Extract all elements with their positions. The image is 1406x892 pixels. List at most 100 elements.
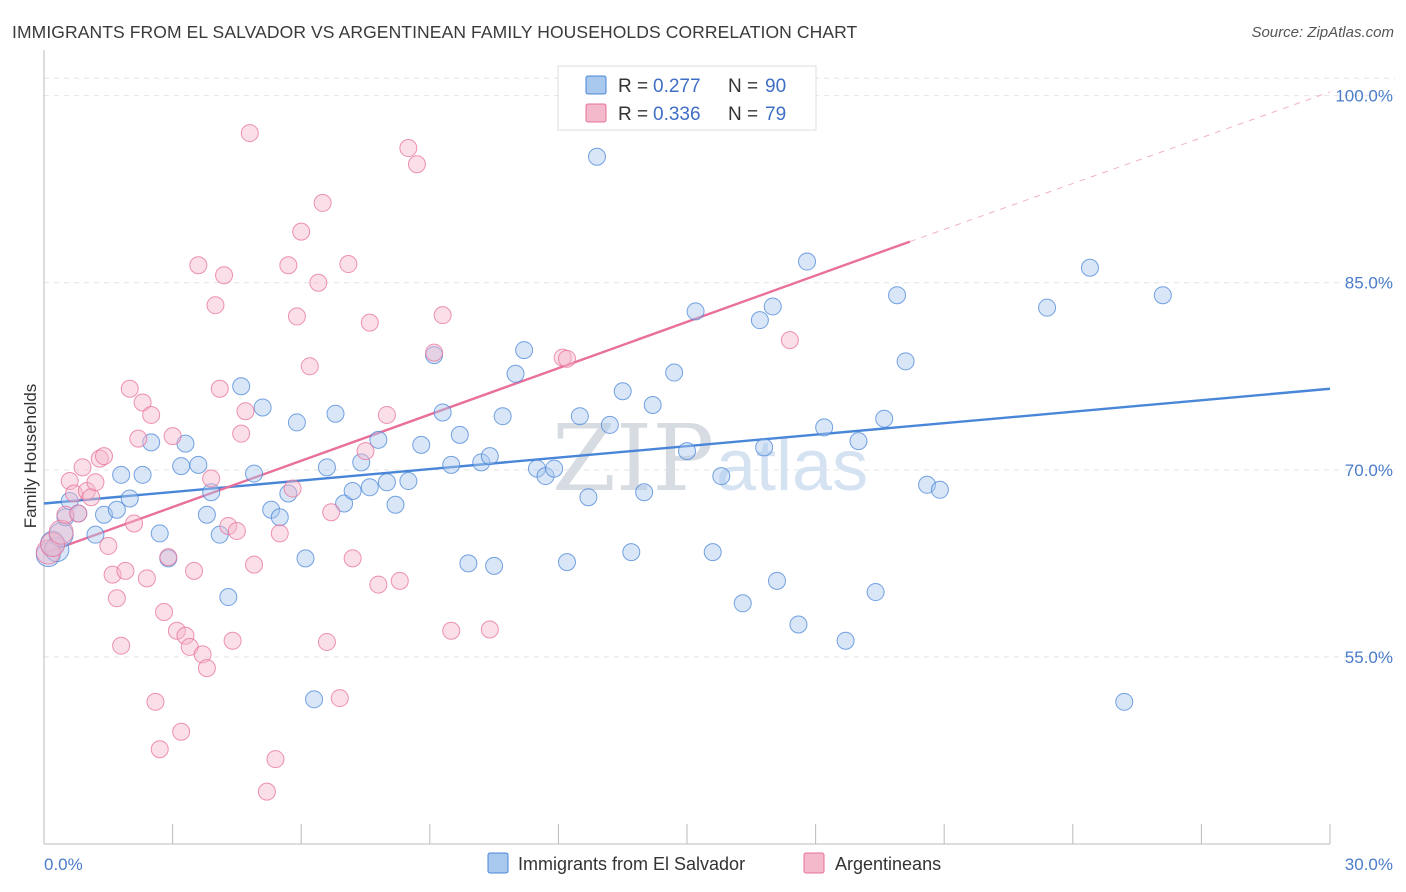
y-tick-label: 100.0% — [1335, 87, 1393, 106]
point-el-salvador — [189, 455, 208, 474]
point-el-salvador — [480, 447, 499, 466]
point-argentinean — [257, 782, 276, 801]
point-argentinean — [193, 645, 212, 664]
point-argentinean — [377, 405, 396, 424]
y-axis-label: Family Households — [21, 384, 40, 529]
point-argentinean — [292, 222, 311, 241]
point-argentinean — [150, 740, 169, 759]
point-el-salvador — [849, 432, 868, 451]
point-argentinean — [99, 536, 118, 555]
point-el-salvador — [219, 588, 238, 607]
point-el-salvador — [386, 495, 405, 514]
point-el-salvador — [1153, 286, 1172, 305]
point-el-salvador — [107, 500, 126, 519]
point-argentinean — [56, 505, 75, 524]
point-argentinean — [266, 750, 285, 769]
point-el-salvador — [755, 438, 774, 457]
bottom-legend-label-pink: Argentineans — [835, 854, 941, 874]
point-el-salvador — [485, 556, 504, 575]
x-tick-labels: 0.0% 30.0% — [44, 855, 1393, 874]
trend-lines — [43, 91, 1331, 555]
point-argentinean — [270, 524, 289, 543]
trend-line-extension-1 — [909, 91, 1331, 243]
point-el-salvador — [326, 404, 345, 423]
point-argentinean — [223, 631, 242, 650]
x-tick-label-min: 0.0% — [44, 855, 83, 874]
point-el-salvador — [197, 505, 216, 524]
point-argentinean — [369, 575, 388, 594]
point-el-salvador — [622, 543, 641, 562]
point-el-salvador — [377, 473, 396, 492]
point-argentinean — [407, 155, 426, 174]
point-el-salvador — [352, 453, 371, 472]
point-el-salvador — [369, 430, 388, 449]
point-el-salvador — [798, 252, 817, 271]
point-el-salvador — [450, 425, 469, 444]
point-el-salvador — [150, 524, 169, 543]
point-argentinean — [240, 124, 259, 143]
point-el-salvador — [587, 147, 606, 166]
point-el-salvador — [712, 467, 731, 486]
point-el-salvador — [750, 311, 769, 330]
point-argentinean — [356, 442, 375, 461]
trend-line-1 — [43, 240, 911, 555]
point-argentinean — [129, 429, 148, 448]
point-el-salvador — [399, 472, 418, 491]
point-el-salvador — [232, 377, 251, 396]
point-argentinean — [185, 561, 204, 580]
point-argentinean — [313, 193, 332, 212]
point-el-salvador — [412, 435, 431, 454]
point-el-salvador — [686, 302, 705, 321]
point-argentinean — [137, 569, 156, 588]
point-el-salvador — [733, 594, 752, 613]
point-el-salvador — [545, 459, 564, 478]
point-el-salvador — [665, 363, 684, 382]
legend-swatch-pink — [585, 103, 607, 123]
point-argentinean — [343, 549, 362, 568]
point-el-salvador — [815, 418, 834, 437]
point-el-salvador — [1115, 692, 1134, 711]
point-el-salvador — [305, 690, 324, 709]
point-el-salvador — [613, 382, 632, 401]
point-el-salvador — [789, 615, 808, 634]
y-tick-labels: 55.0% 70.0% 85.0% 100.0% — [1335, 87, 1393, 667]
watermark: ZIP atlas — [552, 405, 868, 512]
legend-swatch-blue — [585, 75, 607, 95]
point-el-salvador — [343, 482, 362, 501]
point-argentinean — [202, 469, 221, 488]
point-argentinean — [390, 571, 409, 590]
point-argentinean — [425, 343, 444, 362]
point-argentinean — [73, 458, 92, 477]
point-el-salvador — [442, 455, 461, 474]
point-argentinean — [283, 479, 302, 498]
point-el-salvador — [866, 583, 885, 602]
point-argentinean — [287, 307, 306, 326]
point-argentinean — [236, 402, 255, 421]
chart-title: IMMIGRANTS FROM EL SALVADOR VS ARGENTINE… — [12, 22, 858, 42]
point-argentinean — [780, 331, 799, 350]
point-el-salvador — [335, 494, 354, 513]
point-argentinean — [360, 313, 379, 332]
y-tick-label: 55.0% — [1345, 648, 1393, 667]
point-el-salvador — [896, 352, 915, 371]
point-el-salvador — [360, 478, 379, 497]
point-el-salvador — [493, 407, 512, 426]
point-argentinean — [399, 139, 418, 158]
legend-n-label: N = — [728, 104, 758, 125]
point-argentinean — [210, 379, 229, 398]
legend-r-value-blue: 0.277 — [653, 76, 701, 97]
point-el-salvador — [678, 442, 696, 461]
point-el-salvador — [270, 508, 289, 527]
axes — [43, 50, 1331, 845]
point-argentinean — [442, 621, 461, 640]
legend-r-value-pink: 0.336 — [653, 104, 701, 125]
point-el-salvador — [433, 403, 452, 422]
point-el-salvador — [245, 464, 264, 483]
grid-lines — [44, 77, 1395, 658]
point-argentinean — [95, 447, 114, 466]
point-argentinean — [176, 626, 195, 645]
point-el-salvador — [768, 571, 787, 590]
point-argentinean — [557, 349, 576, 368]
point-argentinean — [40, 532, 66, 558]
point-argentinean — [215, 266, 234, 285]
